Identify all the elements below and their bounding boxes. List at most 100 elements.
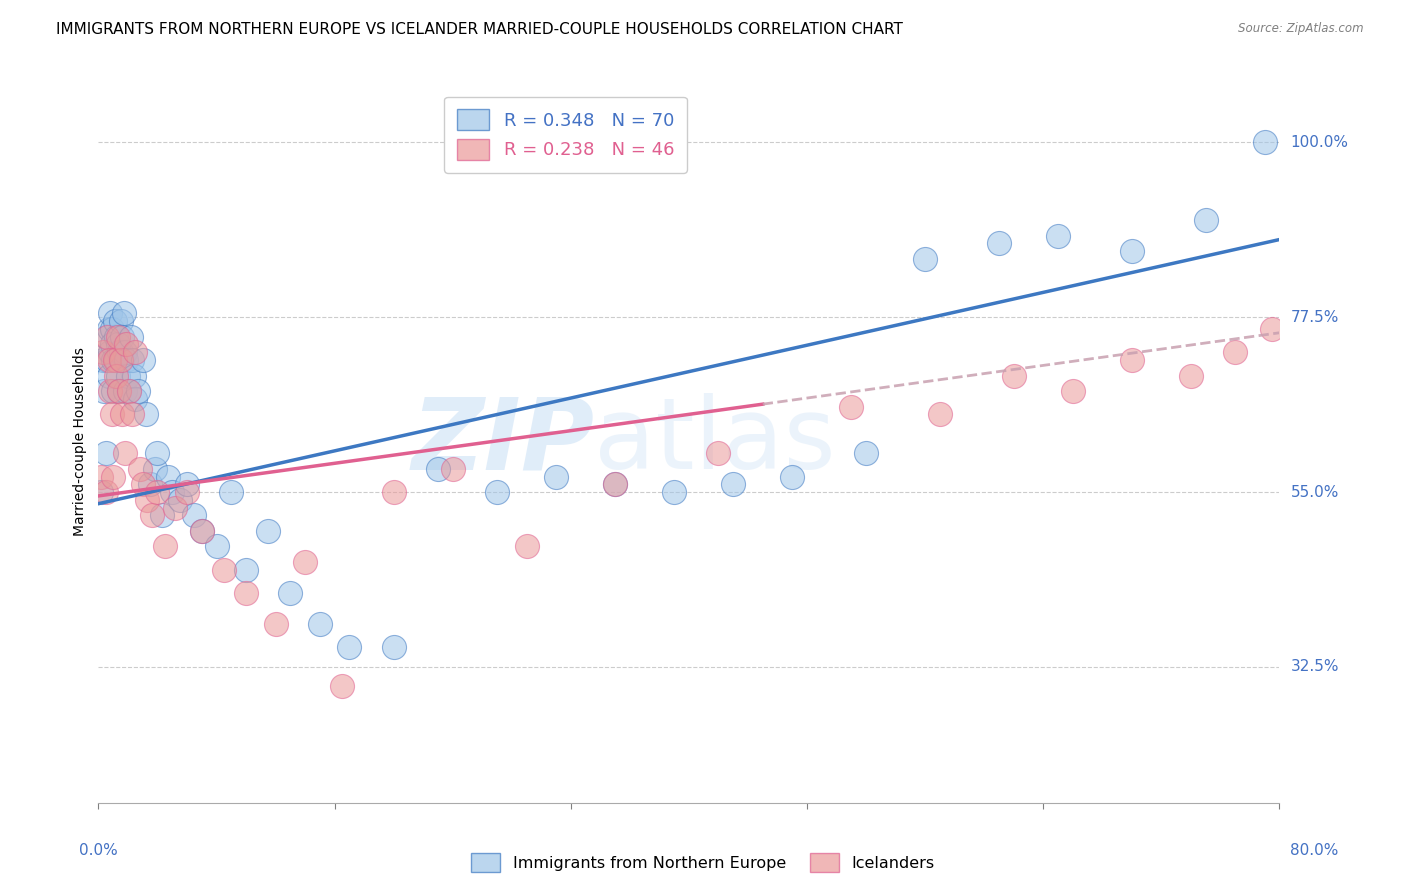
Point (1195, 213, 1218, 227)
Point (103, 353, 125, 368)
Point (118, 384, 141, 398)
Point (135, 408, 157, 422)
Point (294, 555, 316, 569)
Point (1254, 136, 1277, 150)
Point (136, 492, 159, 507)
Point (98, 306, 121, 320)
Point (114, 446, 136, 460)
Point (105, 353, 128, 368)
Point (605, 477, 627, 491)
Point (309, 617, 332, 632)
Point (94, 446, 117, 460)
Point (108, 384, 131, 398)
Point (115, 337, 138, 351)
Text: 80.0%: 80.0% (1291, 843, 1339, 858)
Text: IMMIGRANTS FROM NORTHERN EUROPE VS ICELANDER MARRIED-COUPLE HOUSEHOLDS CORRELATI: IMMIGRANTS FROM NORTHERN EUROPE VS ICELA… (56, 22, 903, 37)
Point (382, 485, 405, 500)
Point (93, 384, 115, 398)
Point (176, 477, 198, 491)
Point (146, 446, 169, 460)
Point (90, 469, 112, 483)
Text: 77.5%: 77.5% (1291, 310, 1339, 325)
Point (176, 485, 198, 500)
Point (110, 345, 132, 359)
Point (1046, 228, 1070, 243)
Point (97, 322, 120, 336)
Point (1180, 368, 1202, 383)
Point (914, 252, 936, 266)
Point (169, 492, 191, 507)
Point (124, 345, 146, 359)
Point (235, 563, 257, 577)
Point (339, 640, 361, 655)
Point (107, 337, 129, 351)
Point (98, 384, 121, 398)
Point (782, 469, 804, 483)
Point (103, 384, 125, 398)
Point (141, 508, 163, 523)
Point (100, 337, 122, 351)
Point (104, 353, 127, 368)
Point (108, 345, 131, 359)
Point (257, 524, 280, 538)
Point (96, 353, 118, 368)
Point (156, 469, 179, 483)
Point (103, 469, 125, 483)
Point (108, 384, 131, 398)
Text: 32.5%: 32.5% (1291, 659, 1339, 674)
Text: 0.0%: 0.0% (79, 843, 118, 858)
Point (165, 500, 187, 515)
Text: atlas: atlas (595, 393, 837, 490)
Point (122, 368, 145, 383)
Point (1121, 244, 1143, 259)
Point (162, 485, 183, 500)
Point (111, 408, 134, 422)
Point (191, 524, 214, 538)
Point (98, 345, 121, 359)
Point (988, 236, 1011, 251)
Point (150, 508, 173, 523)
Point (605, 477, 627, 491)
Point (112, 306, 135, 320)
Point (97, 368, 120, 383)
Point (146, 485, 169, 500)
Legend: Immigrants from Northern Europe, Icelanders: Immigrants from Northern Europe, Iceland… (464, 845, 942, 880)
Point (183, 508, 205, 523)
Point (124, 392, 146, 406)
Point (707, 446, 730, 460)
Point (486, 485, 509, 500)
Point (330, 679, 353, 693)
Point (127, 384, 149, 398)
Point (115, 353, 138, 368)
Point (427, 461, 450, 475)
Text: ZIP: ZIP (412, 393, 595, 490)
Point (104, 314, 127, 328)
Point (94, 329, 117, 343)
Point (91, 353, 114, 368)
Point (1225, 345, 1247, 359)
Point (139, 477, 162, 491)
Point (929, 408, 952, 422)
Point (121, 353, 143, 368)
Point (111, 329, 134, 343)
Legend: R = 0.348   N = 70, R = 0.238   N = 46: R = 0.348 N = 70, R = 0.238 N = 46 (444, 96, 686, 172)
Point (107, 329, 129, 343)
Point (212, 563, 235, 577)
Point (90, 485, 112, 500)
Point (153, 540, 176, 554)
Point (1261, 322, 1284, 336)
Point (1002, 368, 1025, 383)
Point (110, 314, 132, 328)
Point (107, 368, 129, 383)
Text: 55.0%: 55.0% (1291, 484, 1339, 500)
Point (94, 485, 117, 500)
Point (100, 322, 122, 336)
Point (855, 446, 877, 460)
Point (143, 461, 166, 475)
Point (382, 640, 405, 655)
Point (1121, 353, 1143, 368)
Point (91, 345, 114, 359)
Point (546, 469, 568, 483)
Point (191, 524, 214, 538)
Point (132, 477, 155, 491)
